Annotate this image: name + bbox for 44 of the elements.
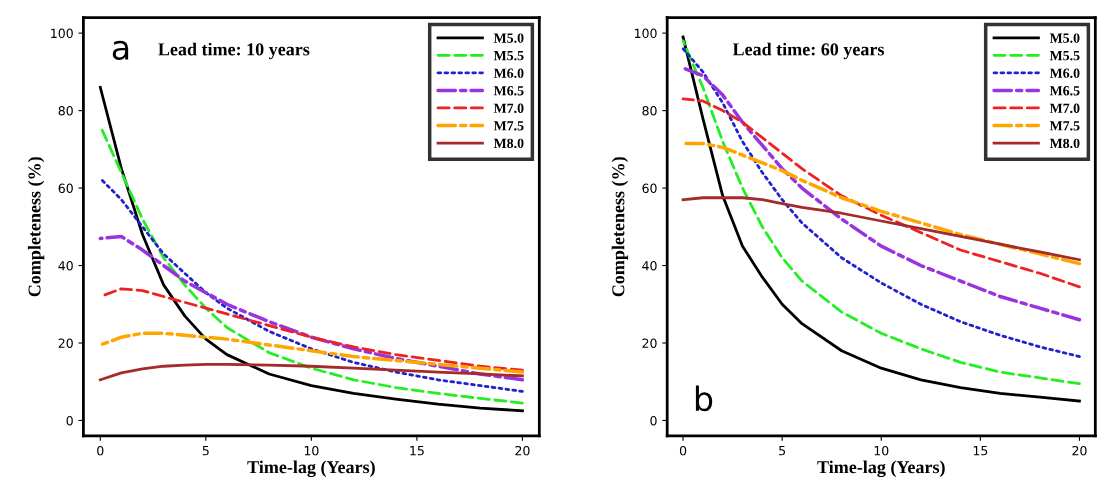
legend-label: M6.0 (493, 68, 524, 78)
legend-label: M6.5 (1049, 86, 1080, 96)
x-tick-label: 20 (1072, 445, 1087, 456)
legend-label: M7.0 (1049, 103, 1080, 113)
x-axis-title: Time-lag (Years) (817, 460, 945, 478)
legend-label: M5.5 (1049, 51, 1080, 61)
y-tick-label: 100 (51, 28, 73, 39)
legend-label: M5.0 (493, 33, 524, 43)
annotation: a (112, 40, 129, 60)
x-tick-label: 0 (679, 445, 687, 456)
y-tick-label: 20 (642, 338, 657, 348)
x-tick-label: 15 (410, 446, 424, 456)
legend-label: M8.0 (493, 138, 524, 149)
legend-label: M6.5 (493, 86, 524, 96)
annotation: b (695, 385, 713, 412)
legend-label: M7.5 (493, 121, 524, 131)
x-tick-label: 15 (973, 446, 988, 456)
y-axis-title: Completeness (%) (27, 157, 45, 297)
x-tick-label: 5 (779, 446, 786, 456)
legend-label: M7.0 (493, 103, 524, 113)
x-tick-label: 10 (304, 445, 319, 456)
text: Lead time: 60 years (732, 42, 884, 60)
x-tick-label: 20 (515, 445, 530, 456)
y-tick-label: 20 (58, 338, 73, 348)
x-tick-label: 10 (874, 445, 889, 456)
text: Lead time: 10 years (158, 42, 310, 60)
y-tick-label: 40 (642, 261, 657, 271)
y-tick-label: 100 (634, 28, 657, 39)
legend-label: M7.5 (1049, 121, 1080, 131)
y-tick-label: 0 (650, 415, 657, 426)
x-tick-label: 5 (202, 446, 209, 456)
legend-label: M5.5 (493, 51, 524, 61)
legend-label: M5.0 (1049, 33, 1080, 43)
y-tick-label: 80 (58, 106, 73, 116)
x-tick-label: 0 (97, 445, 104, 456)
y-tick-label: 0 (66, 415, 73, 426)
y-tick-label: 60 (642, 183, 657, 193)
legend-label: M8.0 (1049, 138, 1080, 149)
y-tick-label: 60 (58, 183, 73, 193)
x-axis-title: Time-lag (Years) (247, 460, 375, 478)
y-tick-label: 40 (58, 261, 73, 271)
legend-label: M6.0 (1049, 68, 1080, 78)
y-tick-label: 80 (642, 106, 657, 116)
y-axis-title: Completeness (%) (611, 157, 629, 297)
